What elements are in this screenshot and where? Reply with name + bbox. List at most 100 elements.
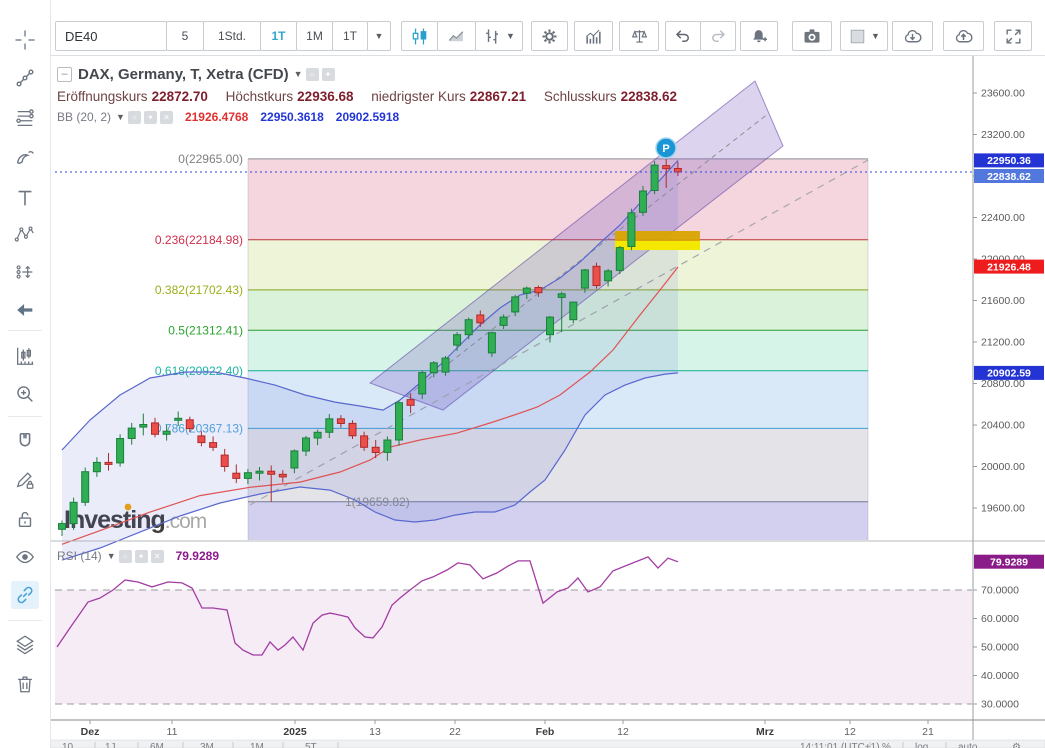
candle-body[interactable] (360, 435, 369, 448)
candle-body[interactable] (673, 168, 682, 173)
candle-body[interactable] (499, 316, 508, 326)
candle-body[interactable] (139, 424, 148, 428)
candle-body[interactable] (104, 461, 113, 465)
range-button-label[interactable]: 5T (305, 742, 317, 748)
candle-body[interactable] (162, 430, 171, 435)
time-tick-label[interactable]: 21 (922, 726, 934, 738)
position-marker[interactable] (655, 137, 677, 159)
candle-body[interactable] (615, 247, 624, 271)
candle-body[interactable] (429, 362, 438, 374)
magnet-tool[interactable] (11, 428, 39, 456)
fullscreen-button[interactable] (994, 21, 1032, 51)
snapshot-button[interactable] (792, 21, 832, 51)
candle-body[interactable] (92, 461, 101, 473)
alert-button[interactable] (740, 21, 778, 51)
candle-body[interactable] (592, 265, 601, 286)
time-tick-label[interactable]: 13 (369, 726, 381, 738)
interval-button-5[interactable]: 5 (166, 21, 204, 51)
remove-indicator-icon[interactable]: ✕ (159, 110, 173, 124)
candle-body[interactable] (371, 446, 380, 453)
sync-link-tool[interactable] (11, 581, 39, 609)
interval-button-1t[interactable]: 1T (260, 21, 297, 51)
candle-body[interactable] (395, 402, 403, 441)
candle-body[interactable] (58, 523, 66, 530)
compare-button[interactable] (619, 21, 659, 51)
drawing-lock-tool[interactable] (11, 466, 39, 494)
candle-body[interactable] (69, 501, 78, 525)
forecast-tool[interactable] (11, 258, 39, 286)
candle-body[interactable] (604, 270, 613, 282)
hide-all-tool[interactable] (11, 543, 39, 571)
range-button-label[interactable]: 6M (150, 742, 164, 748)
time-tick-label[interactable]: 22 (449, 726, 461, 738)
interval-button-1std[interactable]: 1Std. (203, 21, 261, 51)
candle-body[interactable] (441, 357, 450, 373)
time-tick-label[interactable]: Feb (536, 726, 555, 738)
candle-body[interactable] (580, 269, 589, 289)
zoom-in-tool[interactable] (11, 380, 39, 408)
trend-channel[interactable] (368, 80, 784, 411)
range-button-label[interactable]: 1M (250, 742, 264, 748)
chevron-down-icon[interactable]: ▼ (106, 550, 116, 561)
interval-dropdown-button[interactable]: ▼ (367, 21, 391, 51)
candle-body[interactable] (174, 417, 183, 421)
candle-body[interactable] (522, 287, 531, 294)
indicators-button[interactable] (574, 21, 613, 51)
candle-body[interactable] (487, 332, 496, 354)
remove-all-tool[interactable] (11, 670, 39, 698)
candle-body[interactable] (116, 438, 125, 464)
candle-body[interactable] (290, 450, 299, 469)
xabcd-pattern-tool[interactable] (11, 220, 39, 248)
candle-body[interactable] (325, 418, 334, 433)
candle-body[interactable] (127, 427, 136, 440)
time-tick-label[interactable]: 12 (617, 726, 629, 738)
candle-body[interactable] (209, 442, 218, 448)
candle-body[interactable] (302, 437, 310, 452)
time-tick-label[interactable]: 11 (167, 726, 178, 738)
range-button-label[interactable]: 3M (200, 742, 214, 748)
bar-style-button[interactable]: ▼ (475, 21, 523, 51)
crosshair-tool[interactable] (11, 26, 39, 54)
candle-body[interactable] (313, 431, 322, 439)
range-button-label[interactable]: 10 (62, 742, 74, 748)
series-settings-icon[interactable]: ✦ (321, 68, 335, 81)
time-tick-label[interactable]: 12 (844, 726, 856, 738)
candle-body[interactable] (151, 422, 159, 435)
back-arrow-button[interactable] (11, 296, 39, 324)
candle-body[interactable] (383, 439, 392, 453)
candle-body[interactable] (557, 293, 566, 298)
settings-button[interactable] (531, 21, 568, 51)
candle-body[interactable] (185, 419, 194, 430)
indicator-settings-icon[interactable]: ✦ (134, 549, 148, 563)
candle-body[interactable] (476, 314, 485, 324)
redo-button[interactable] (700, 21, 736, 51)
chevron-down-icon[interactable]: ▼ (116, 111, 125, 122)
bottom-bar-item[interactable]: % (882, 742, 891, 748)
interval-button-1m[interactable]: 1M (296, 21, 333, 51)
fib-retracement-tool[interactable] (11, 104, 39, 132)
candle-body[interactable] (569, 301, 578, 321)
time-tick-label[interactable]: Mrz (756, 726, 774, 738)
bottom-bar-item[interactable]: auto (958, 742, 978, 748)
candle-body[interactable] (406, 399, 415, 406)
candle-body[interactable] (336, 418, 345, 424)
chevron-down-icon[interactable]: ▼ (293, 69, 303, 79)
undo-button[interactable] (665, 21, 701, 51)
brush-tool[interactable] (11, 144, 39, 172)
collapse-icon[interactable]: – (57, 67, 72, 82)
range-button-label[interactable]: 1J (105, 742, 116, 748)
layers-tool[interactable] (11, 630, 39, 658)
load-layout-button[interactable] (892, 21, 933, 51)
candle-body[interactable] (348, 422, 357, 437)
candle-body[interactable] (662, 165, 671, 170)
candle-body[interactable] (220, 454, 229, 468)
candle-body[interactable] (546, 316, 554, 336)
candle-body[interactable] (267, 470, 276, 475)
hide-series-icon[interactable]: ○ (305, 68, 319, 81)
candle-body[interactable] (418, 372, 427, 395)
time-tick-label[interactable]: Dez (81, 726, 100, 738)
candle-body[interactable] (534, 287, 543, 294)
time-tick-label[interactable]: 2025 (283, 726, 307, 738)
candle-body[interactable] (278, 473, 287, 478)
